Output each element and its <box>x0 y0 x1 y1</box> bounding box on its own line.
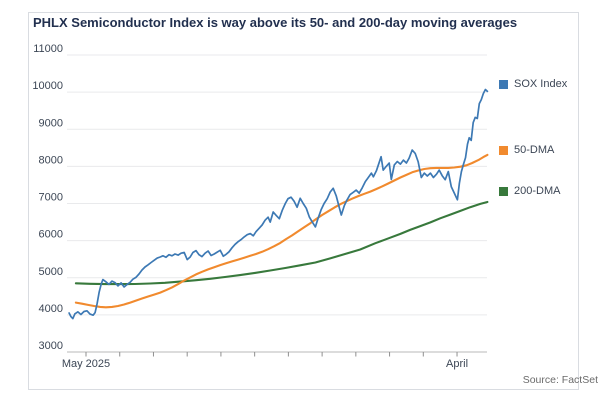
50-dma-line <box>74 153 489 309</box>
y-axis-label: 6000 <box>39 229 63 241</box>
chart-title: PHLX Semiconductor Index is way above it… <box>33 15 518 30</box>
sox-index-line <box>68 88 489 320</box>
y-axis-label: 5000 <box>39 266 63 278</box>
x-axis-label: April <box>446 358 468 370</box>
source-attribution: Source: FactSet <box>522 374 598 386</box>
y-axis-label: 11000 <box>33 43 63 55</box>
200-dma-line <box>74 200 489 286</box>
y-axis-label: 9000 <box>39 117 63 129</box>
y-axis-label: 3000 <box>39 340 63 352</box>
y-axis-label: 8000 <box>39 154 63 166</box>
y-axis-label: 7000 <box>39 192 63 204</box>
x-axis-label: May 2025 <box>62 358 110 370</box>
y-axis-label: 4000 <box>39 303 63 315</box>
y-axis-label: 10000 <box>32 80 63 92</box>
